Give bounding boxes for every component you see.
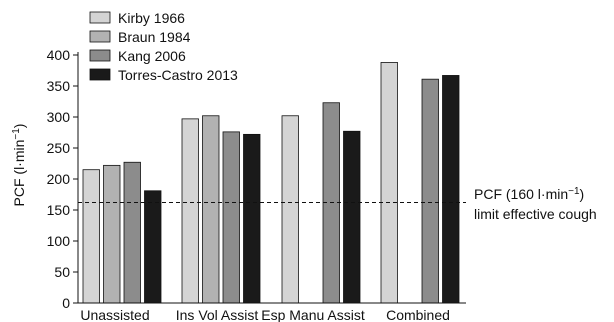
y-axis: 0 50 100 150 200 250 300 350 400 bbox=[47, 47, 79, 311]
x-axis: Unassisted Ins Vol Assist Esp Manu Assist C… bbox=[78, 302, 466, 322]
bar-ins-vol-assist-kirby-1966 bbox=[181, 118, 199, 304]
x-category-label: Combined bbox=[386, 307, 450, 322]
y-axis-label-text: PCF (l·min bbox=[11, 140, 27, 207]
bar-combined-kirby-1966 bbox=[380, 62, 398, 304]
y-tick-label: 300 bbox=[47, 109, 71, 125]
y-axis-label-sup: −1 bbox=[11, 128, 22, 140]
legend-swatch bbox=[89, 11, 111, 24]
legend-label: Braun 1984 bbox=[118, 29, 191, 45]
y-tick-label: 50 bbox=[54, 264, 70, 280]
y-tick-label: 400 bbox=[47, 47, 71, 63]
legend-label: Torres-Castro 2013 bbox=[118, 67, 238, 83]
bar-unassisted-braun-1984 bbox=[103, 164, 121, 304]
legend-swatch bbox=[89, 49, 111, 62]
legend-swatch bbox=[89, 30, 111, 43]
bar-ins-vol-assist-kang-2006 bbox=[222, 131, 240, 304]
bar-unassisted-kirby-1966 bbox=[82, 169, 100, 304]
y-axis-label: PCF (l·min−1) bbox=[11, 124, 27, 207]
legend-label: Kirby 1966 bbox=[118, 10, 185, 26]
y-axis-label-close: ) bbox=[11, 124, 27, 129]
reference-line-group: PCF (160 l·min−1) limit effective cough bbox=[78, 186, 597, 222]
y-tick-label: 250 bbox=[47, 140, 71, 156]
legend-label: Kang 2006 bbox=[118, 48, 186, 64]
y-tick-label: 0 bbox=[62, 295, 70, 311]
y-tick-label: 200 bbox=[47, 171, 71, 187]
bar-combined-kang-2006 bbox=[421, 78, 439, 304]
bar-ins-vol-assist-braun-1984 bbox=[202, 115, 220, 304]
reference-line-label: PCF (160 l·min−1) bbox=[474, 186, 584, 202]
legend: Kirby 1966 Braun 1984 Kang 2006 Torres-Cast… bbox=[89, 10, 238, 83]
bar-esp-manu-assist-torres-castro-2013 bbox=[343, 130, 361, 304]
bar-unassisted-torres-castro-2013 bbox=[144, 190, 162, 304]
x-category-label: Esp Manu Assist bbox=[261, 307, 365, 322]
bar-ins-vol-assist-torres-castro-2013 bbox=[243, 133, 261, 304]
x-category-label: Ins Vol Assist bbox=[176, 307, 259, 322]
reference-line-caption: limit effective cough bbox=[474, 206, 597, 222]
x-category-label: Unassisted bbox=[80, 307, 149, 322]
y-tick-label: 350 bbox=[47, 78, 71, 94]
bar-esp-manu-assist-kirby-1966 bbox=[281, 115, 299, 304]
bars bbox=[82, 62, 460, 304]
bar-unassisted-kang-2006 bbox=[123, 161, 141, 304]
bar-combined-torres-castro-2013 bbox=[442, 75, 460, 304]
y-tick-label: 150 bbox=[47, 202, 71, 218]
y-tick-label: 100 bbox=[47, 233, 71, 249]
legend-swatch bbox=[89, 68, 111, 81]
